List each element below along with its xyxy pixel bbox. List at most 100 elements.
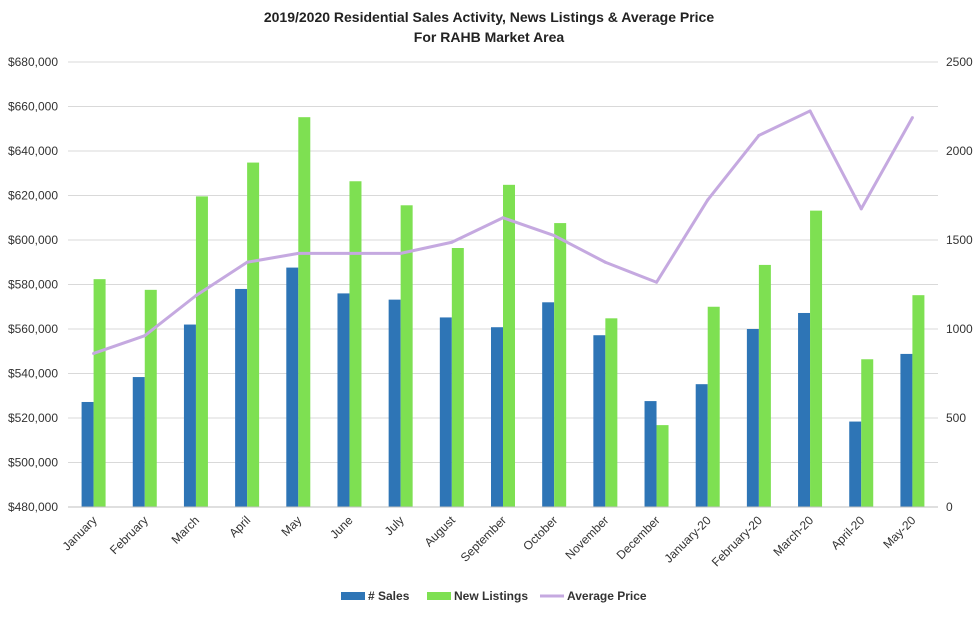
- average-price-point: [859, 207, 863, 211]
- listings-bar: [144, 289, 157, 507]
- bars: [81, 117, 925, 508]
- x-tick-label: August: [422, 513, 459, 550]
- legend-swatch: [341, 592, 365, 600]
- x-tick-label: July: [382, 513, 407, 538]
- right-tick-label: 1500: [946, 233, 973, 247]
- left-tick-label: $580,000: [8, 278, 58, 292]
- average-price-point: [450, 240, 454, 244]
- listings-bar: [861, 359, 874, 507]
- x-tick-label: June: [327, 513, 356, 542]
- chart-title: 2019/2020 Residential Sales Activity, Ne…: [264, 9, 715, 25]
- sales-bar: [81, 401, 94, 507]
- legend: # Sales New Listings Average Price: [341, 589, 647, 603]
- x-tick-label: September: [458, 513, 509, 564]
- left-tick-label: $540,000: [8, 367, 58, 381]
- average-price-point: [143, 334, 147, 338]
- x-tick-label: April: [226, 513, 253, 540]
- average-price-point: [757, 133, 761, 137]
- listings-bar: [247, 162, 260, 507]
- average-price-point: [910, 116, 914, 120]
- x-tick-label: March: [169, 513, 202, 546]
- average-price-point: [399, 251, 403, 255]
- x-tick-label: January-20: [661, 513, 714, 566]
- average-price-point: [347, 251, 351, 255]
- listings-bar: [605, 318, 618, 507]
- sales-bar: [644, 401, 657, 507]
- listings-bar: [298, 117, 311, 508]
- average-price-point: [808, 109, 812, 113]
- x-tick-label: December: [614, 513, 663, 562]
- left-tick-label: $600,000: [8, 233, 58, 247]
- sales-bar: [746, 329, 759, 507]
- x-tick-label: November: [562, 513, 611, 562]
- listings-bar: [195, 196, 208, 507]
- listings-bar: [912, 295, 925, 507]
- chart-subtitle: For RAHB Market Area: [414, 29, 565, 45]
- x-axis: January February March April May June July Augu…: [60, 506, 938, 569]
- average-price-point: [552, 234, 556, 238]
- x-tick-label: March-20: [770, 513, 816, 559]
- listings-bar: [349, 181, 362, 507]
- legend-item: New Listings: [427, 589, 528, 603]
- average-price-polyline: [93, 109, 914, 355]
- sales-bar: [183, 324, 196, 507]
- left-tick-label: $560,000: [8, 322, 58, 336]
- x-tick-label: February: [107, 513, 151, 557]
- average-price-point: [245, 260, 249, 264]
- sales-bar: [900, 353, 913, 507]
- listings-bar: [554, 223, 567, 507]
- left-tick-label: $640,000: [8, 144, 58, 158]
- listings-bar: [400, 205, 413, 508]
- left-tick-label: $620,000: [8, 189, 58, 203]
- right-tick-label: 2500: [946, 55, 973, 69]
- listings-bar: [810, 210, 823, 507]
- average-price-line: [92, 109, 914, 355]
- right-tick-label: 0: [946, 500, 953, 514]
- listings-bar: [451, 248, 464, 507]
- sales-bar: [132, 377, 145, 507]
- sales-bar: [491, 327, 503, 507]
- x-tick-label: October: [520, 513, 560, 553]
- listings-bar: [707, 306, 720, 507]
- left-tick-label: $520,000: [8, 411, 58, 425]
- listings-bar: [758, 264, 771, 507]
- sales-bar: [286, 267, 299, 507]
- left-tick-label: $680,000: [8, 55, 58, 69]
- legend-item: Average Price: [540, 589, 647, 603]
- legend-label: Average Price: [567, 589, 647, 603]
- average-price-point: [296, 251, 300, 255]
- x-tick-label: February-20: [709, 513, 765, 569]
- average-price-point: [706, 198, 710, 202]
- average-price-point: [501, 216, 505, 220]
- sales-bar: [798, 312, 811, 507]
- listings-bar: [503, 184, 515, 507]
- sales-bar: [337, 293, 350, 507]
- legend-label: # Sales: [368, 589, 410, 603]
- right-tick-label: 1000: [946, 322, 973, 336]
- sales-bar: [849, 421, 862, 507]
- left-tick-label: $480,000: [8, 500, 58, 514]
- left-axis: $480,000 $500,000 $520,000 $540,000 $560,000…: [8, 55, 58, 514]
- average-price-point: [603, 260, 607, 264]
- average-price-point: [655, 280, 659, 284]
- sales-bar: [388, 299, 401, 507]
- listings-bar: [656, 425, 669, 507]
- listings-bar: [93, 279, 106, 507]
- left-tick-label: $660,000: [8, 100, 58, 114]
- x-tick-label: May: [278, 513, 304, 539]
- average-price-point: [92, 351, 96, 355]
- right-axis: 0 500 1000 1500 2000 2500: [946, 55, 973, 514]
- legend-item: # Sales: [341, 589, 410, 603]
- left-tick-label: $500,000: [8, 456, 58, 470]
- sales-bar: [439, 317, 452, 507]
- sales-bar: [542, 302, 555, 507]
- sales-bar: [593, 335, 606, 507]
- legend-swatch: [427, 592, 451, 600]
- x-tick-label: January: [60, 513, 100, 553]
- legend-label: New Listings: [454, 589, 528, 603]
- right-tick-label: 2000: [946, 144, 973, 158]
- right-tick-label: 500: [946, 411, 966, 425]
- x-tick-label: May-20: [880, 513, 918, 551]
